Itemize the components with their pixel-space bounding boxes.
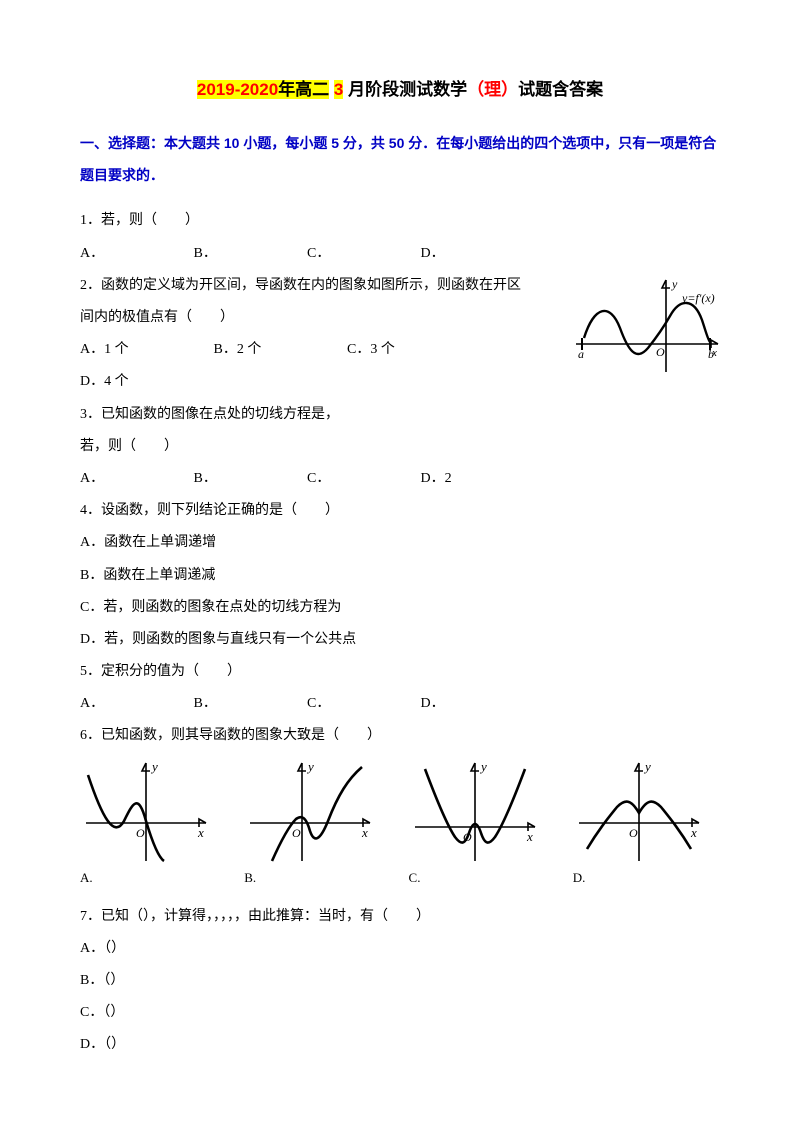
page-title: 2019-2020年高二 3 月阶段测试数学（理）试题含答案 [80, 70, 720, 109]
q2-opt-b: B．2 个 [214, 334, 344, 366]
q6-opt-d-label: D. [573, 863, 720, 893]
q4-opt-b: B．函数在上单调递减 [80, 560, 720, 592]
q6-opt-d-container: y x O D. [573, 757, 720, 893]
q6-graph-options: y x O A. y x O B. [80, 757, 720, 893]
q1-opt-c: C． [307, 238, 417, 270]
q1-opt-d: D． [421, 238, 531, 270]
q7-stem: 7．已知（），计算得，，，，，由此推算：当时，有（ ） [80, 901, 720, 933]
q6-opt-a-container: y x O A. [80, 757, 227, 893]
derivative-graph-icon: y y=f'(x) a b O x [570, 276, 720, 376]
q5-options: A． B． C． D． [80, 688, 720, 720]
q5-stem: 5．定积分的值为（ ） [80, 656, 720, 688]
q7-opt-c: C．（） [80, 997, 720, 1029]
q6-opt-b-label: B. [244, 863, 391, 893]
q5-opt-a: A． [80, 688, 190, 720]
section-1-heading: 一、选择题：本大题共 10 小题，每小题 5 分，共 50 分．在每小题给出的四… [80, 127, 720, 191]
svg-text:x: x [197, 825, 204, 840]
q6-opt-c-container: y x O C. [409, 757, 556, 893]
q3-opt-c: C． [307, 463, 417, 495]
q2-opt-c: C．3 个 [347, 334, 477, 366]
svg-text:x: x [526, 829, 533, 844]
q3-stem-b: 若，则（ ） [80, 431, 720, 463]
q1-opt-a: A． [80, 238, 190, 270]
svg-text:y: y [643, 759, 651, 774]
q3-opt-a: A． [80, 463, 190, 495]
svg-text:O: O [136, 826, 145, 840]
q1-options: A． B． C． D． [80, 238, 720, 270]
q1-stem: 1．若，则（ ） [80, 205, 720, 237]
svg-text:y: y [150, 759, 158, 774]
q6-graph-d-icon: y x O [573, 757, 703, 867]
title-text-highlight: 年高二 [278, 80, 329, 99]
q3-opt-d: D．2 [421, 463, 531, 495]
q5-opt-b: B． [194, 688, 304, 720]
q6-opt-c-label: C. [409, 863, 556, 893]
label-a: a [578, 347, 584, 361]
axis-x-label: x [711, 347, 717, 359]
q4-opt-c: C．若，则函数的图象在点处的切线方程为 [80, 592, 720, 624]
q6-graph-a-icon: y x O [80, 757, 210, 867]
q4-stem: 4．设函数，则下列结论正确的是（ ） [80, 495, 720, 527]
curve-label: y=f'(x) [681, 291, 715, 305]
q3-options: A． B． C． D．2 [80, 463, 720, 495]
q3-opt-b: B． [194, 463, 304, 495]
svg-text:O: O [463, 830, 472, 844]
q2-figure: y y=f'(x) a b O x [570, 276, 720, 389]
svg-text:x: x [361, 825, 368, 840]
q5-opt-d: D． [421, 688, 531, 720]
q4-opt-a: A．函数在上单调递增 [80, 527, 720, 559]
q6-stem: 6．已知函数，则其导函数的图象大致是（ ） [80, 720, 720, 752]
title-paren: （理） [467, 80, 518, 99]
svg-text:y: y [306, 759, 314, 774]
svg-text:O: O [292, 826, 301, 840]
q6-opt-a-label: A. [80, 863, 227, 893]
svg-text:x: x [690, 825, 697, 840]
q7-opt-d: D．（） [80, 1029, 720, 1061]
q6-graph-b-icon: y x O [244, 757, 374, 867]
axis-y-label: y [671, 277, 678, 291]
q4-opt-d: D．若，则函数的图象与直线只有一个公共点 [80, 624, 720, 656]
title-mid: 月阶段测试数学 [348, 80, 467, 99]
q5-opt-c: C． [307, 688, 417, 720]
q2-opt-d: D．4 个 [80, 366, 210, 398]
q6-graph-c-icon: y x O [409, 757, 539, 867]
label-o: O [656, 345, 665, 359]
title-end: 试题含答案 [518, 80, 603, 99]
q2-opt-a: A．1 个 [80, 334, 210, 366]
title-year-highlight: 2019-2020 [197, 80, 278, 99]
q1-opt-b: B． [194, 238, 304, 270]
svg-text:O: O [629, 826, 638, 840]
q7-opt-b: B．（） [80, 965, 720, 997]
q6-opt-b-container: y x O B. [244, 757, 391, 893]
svg-text:y: y [479, 759, 487, 774]
q7-opt-a: A．（） [80, 933, 720, 965]
title-month-highlight: 3 [334, 80, 343, 99]
q3-stem-a: 3．已知函数的图像在点处的切线方程是， [80, 399, 720, 431]
